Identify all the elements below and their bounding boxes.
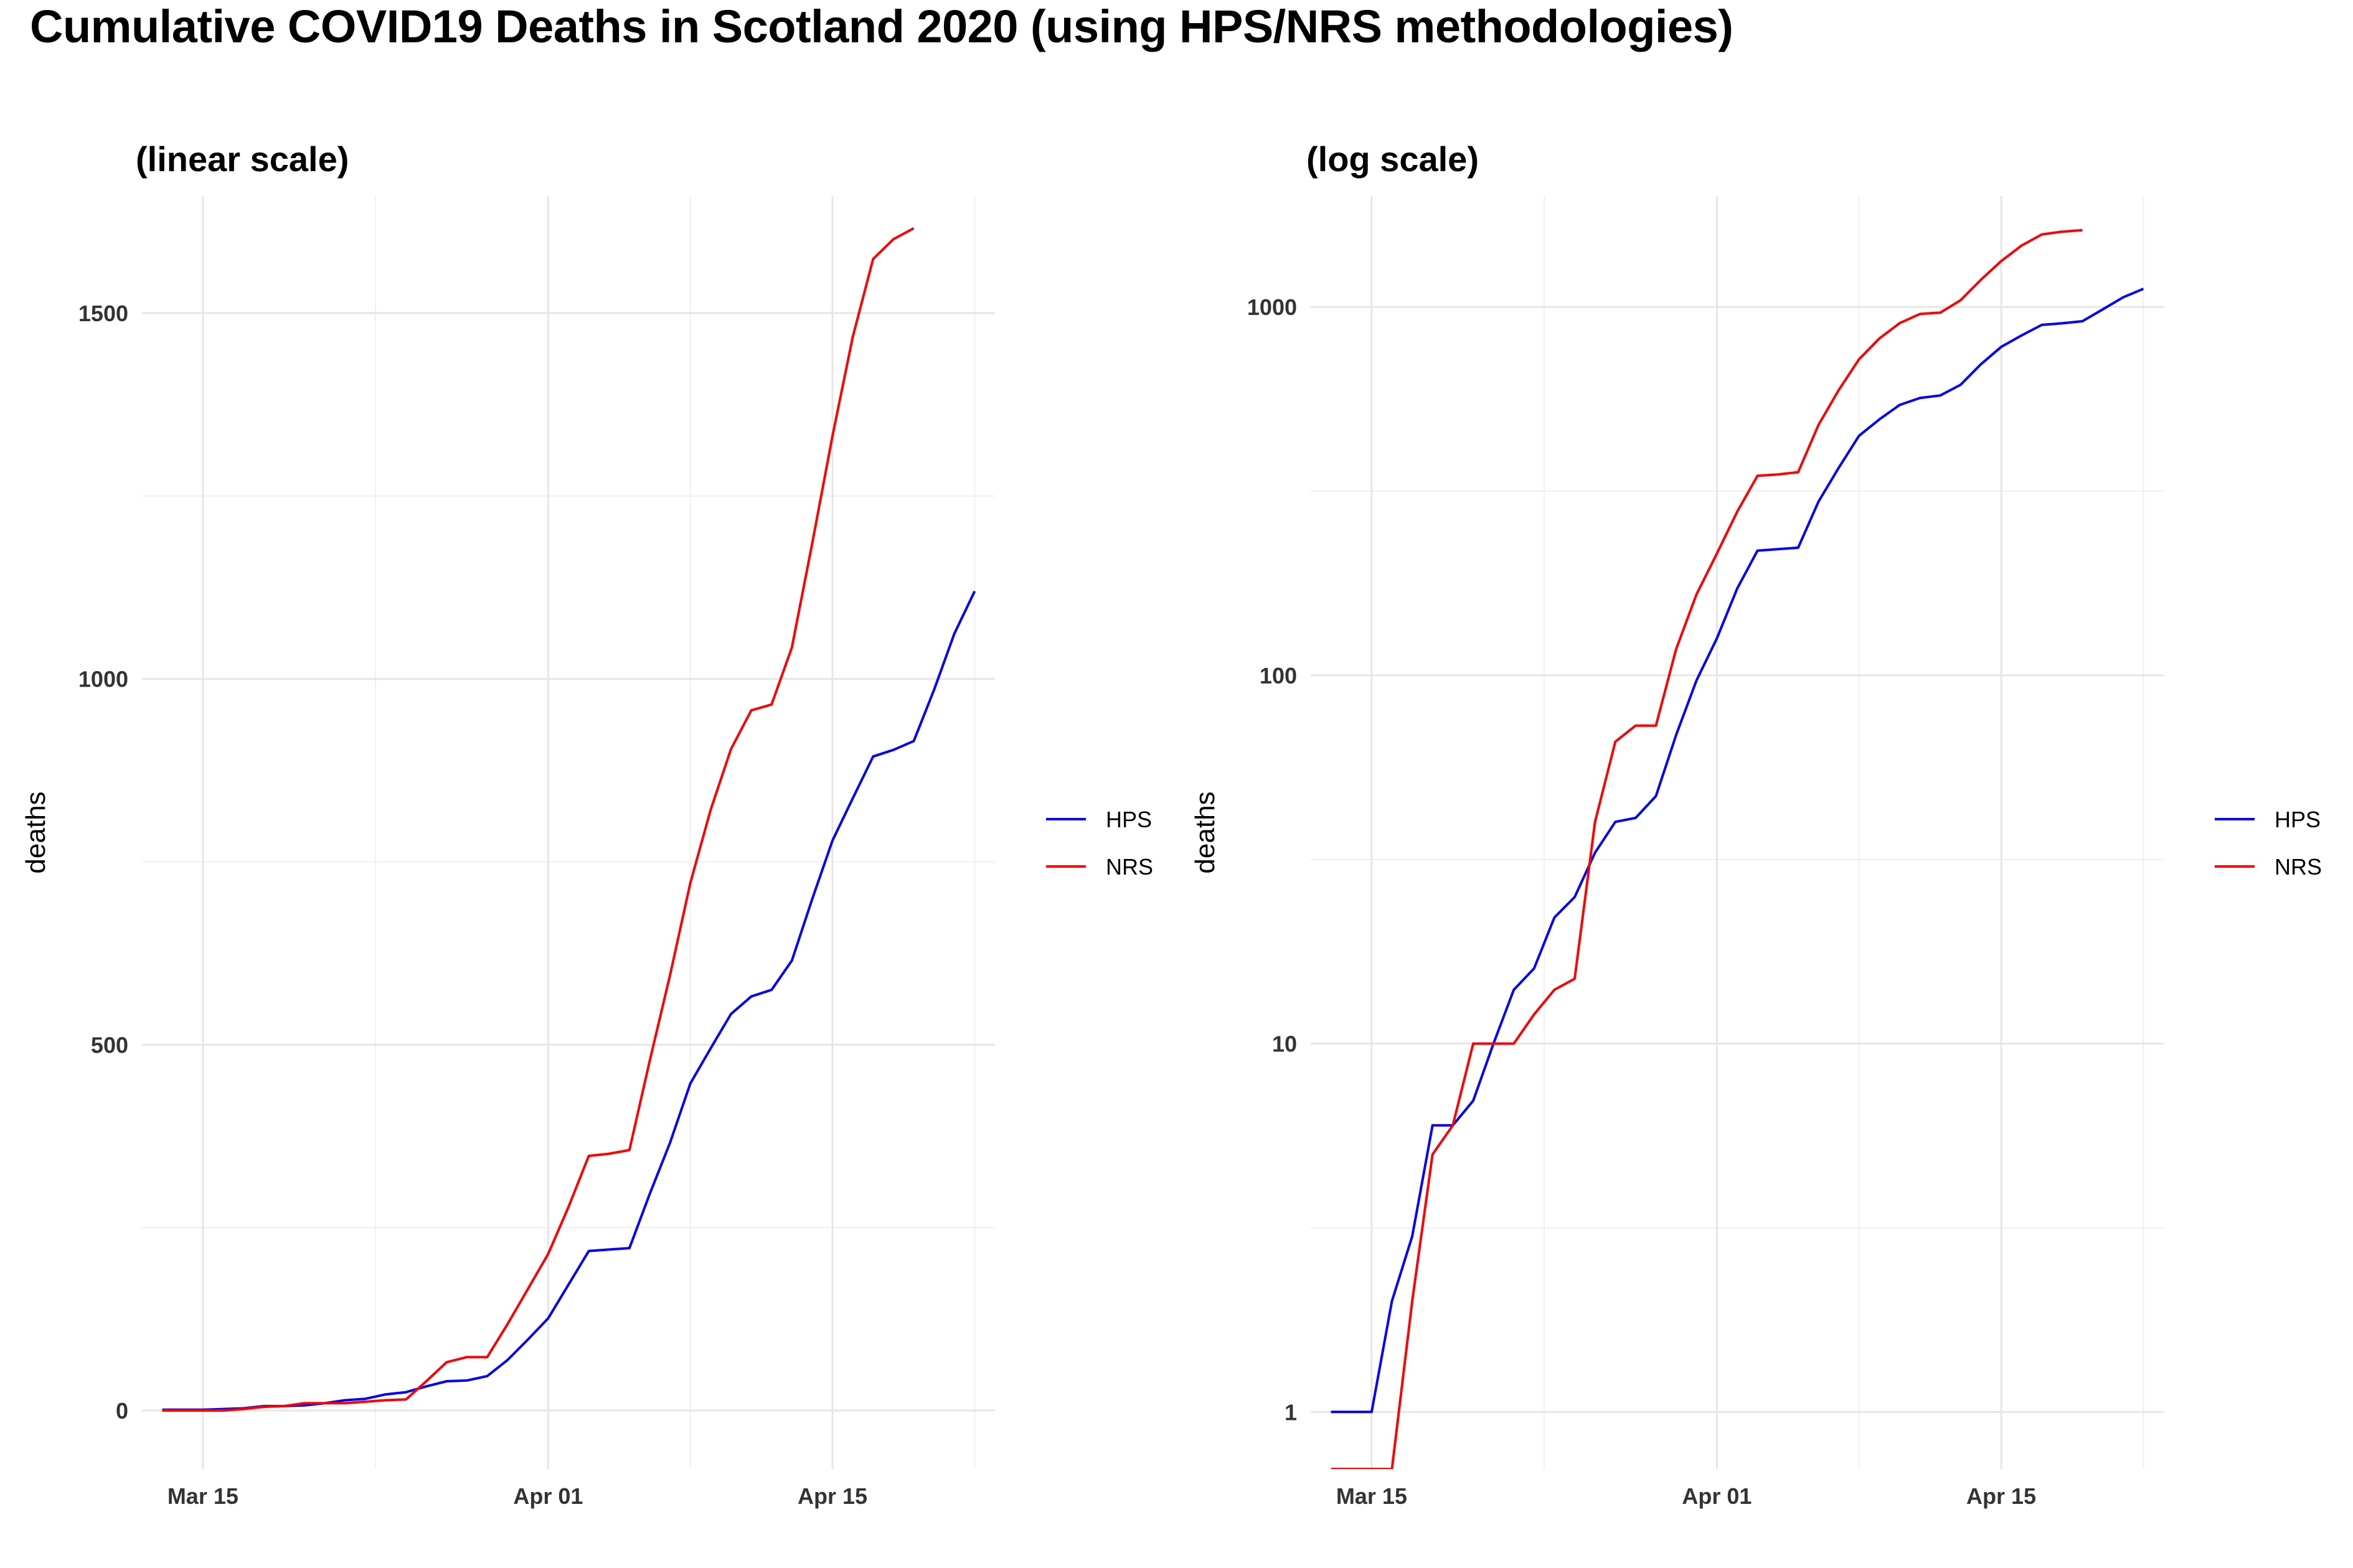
y-tick-label: 1000 [1247,294,1297,320]
y-tick-label: 500 [91,1032,128,1058]
y-axis-title: deaths [21,791,51,873]
x-tick-label: Mar 15 [167,1483,238,1509]
x-tick-label: Mar 15 [1336,1483,1407,1509]
x-tick-label: Apr 15 [798,1483,867,1509]
legend-label-hps: HPS [1106,807,1152,832]
series-line-hps [1331,288,2144,1414]
y-tick-label: 0 [116,1398,128,1424]
y-tick-label: 1000 [78,667,128,692]
y-axis-title: deaths [1190,791,1220,873]
x-tick-label: Apr 15 [1966,1483,2036,1509]
x-tick-label: Apr 01 [513,1483,583,1509]
y-tick-label: 100 [1260,663,1297,688]
legend-label-hps: HPS [2275,807,2321,832]
y-tick-label: 1500 [78,301,128,326]
legend-label-nrs: NRS [2275,854,2322,880]
series-line-nrs [162,227,915,1412]
series-line-nrs [1331,228,2083,1469]
linear-panel: 0 500 1000 1500 Mar 15 Apr 01 Apr 15 (linear sc… [21,139,1153,1509]
y-tick-label: 1 [1285,1399,1297,1425]
page-title: Cumulative COVID19 Deaths in Scotland 20… [30,1,1733,52]
panel-subtitle: (log scale) [1306,139,1479,179]
series-line-hps [162,590,976,1411]
x-tick-label: Apr 01 [1682,1483,1752,1509]
panel-subtitle: (linear scale) [136,139,349,179]
y-tick-label: 10 [1272,1031,1297,1057]
legend-label-nrs: NRS [1106,854,1153,880]
log-panel: 1 10 100 1000 Mar 15 Apr 01 Apr 15 (log scale) d… [1190,139,2322,1509]
